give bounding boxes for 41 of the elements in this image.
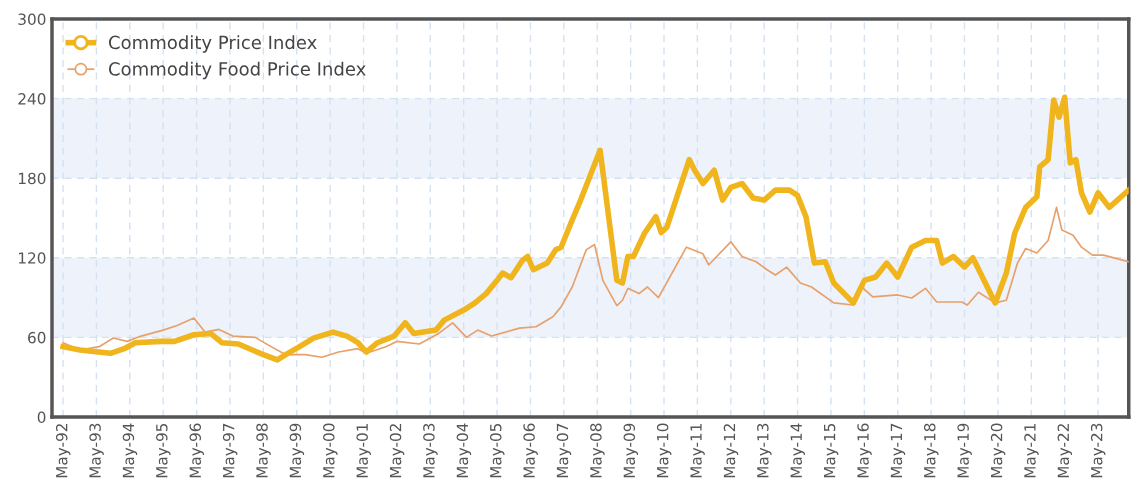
x-tick-label: May-93 bbox=[89, 423, 104, 478]
x-tick-label: May-97 bbox=[222, 423, 238, 478]
x-tick-label: May-04 bbox=[456, 423, 472, 478]
y-tick-label: 0 bbox=[37, 411, 46, 424]
x-tick-label: May-21 bbox=[1024, 423, 1039, 478]
x-tick-label: May-20 bbox=[990, 423, 1006, 478]
x-tick-label: May-23 bbox=[1090, 423, 1106, 478]
x-tick-label: May-01 bbox=[356, 423, 371, 478]
x-tick-label: May-08 bbox=[590, 423, 605, 478]
x-tick-label: May-96 bbox=[189, 423, 205, 478]
x-tick-label: May-09 bbox=[623, 423, 639, 478]
x-tick-label: May-94 bbox=[122, 423, 138, 478]
x-tick-label: May-12 bbox=[723, 424, 739, 478]
y-tick-label: 300 bbox=[18, 13, 46, 26]
legend-label: Commodity Food Price Index bbox=[108, 61, 366, 80]
x-tick-label: May-99 bbox=[289, 423, 305, 478]
x-tick-label: May-13 bbox=[757, 423, 772, 478]
x-tick-label: May-15 bbox=[824, 423, 839, 478]
y-tick-label: 120 bbox=[18, 252, 46, 264]
x-tick-label: May-18 bbox=[923, 423, 939, 478]
y-tick-label: 240 bbox=[18, 93, 46, 105]
x-tick-label: May-95 bbox=[156, 423, 171, 478]
x-tick-label: May-14 bbox=[790, 423, 805, 478]
x-tick-label: May-19 bbox=[957, 423, 972, 478]
x-tick-label: May-17 bbox=[890, 423, 906, 478]
x-tick-label: May-02 bbox=[389, 424, 405, 478]
x-tick-label: May-10 bbox=[656, 423, 672, 478]
y-tick-label: 180 bbox=[18, 172, 46, 185]
x-tick-label: May-00 bbox=[323, 423, 338, 478]
x-tick-label: May-11 bbox=[690, 423, 705, 478]
legend-label: Commodity Price Index bbox=[108, 35, 317, 53]
x-tick-label: May-16 bbox=[857, 423, 872, 478]
x-tick-label: May-05 bbox=[489, 423, 505, 478]
x-tick-label: May-06 bbox=[523, 423, 538, 478]
line-series bbox=[62, 206, 1129, 359]
y-tick-label: 60 bbox=[28, 331, 46, 344]
x-tick-label: May-22 bbox=[1057, 424, 1073, 478]
x-tick-label: May-92 bbox=[55, 424, 71, 478]
x-tick-label: May-98 bbox=[256, 423, 271, 478]
x-tick-label: May-03 bbox=[423, 423, 438, 478]
x-tick-label: May-07 bbox=[556, 423, 572, 478]
